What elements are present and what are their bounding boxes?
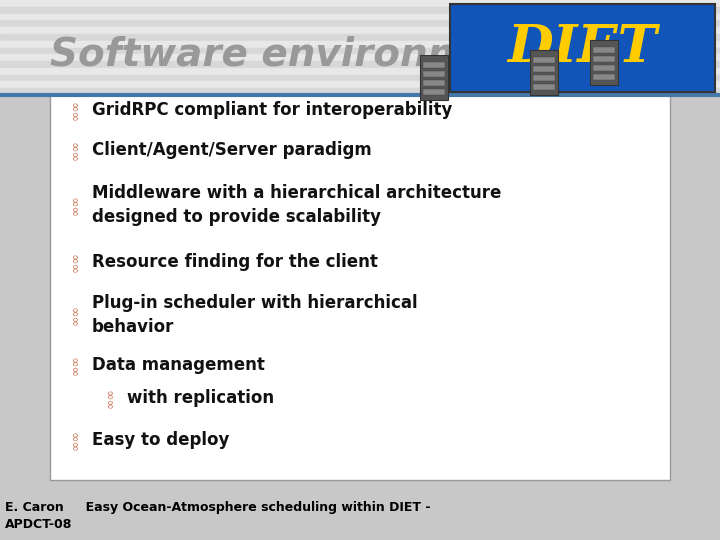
Bar (423, 71, 445, 77)
Bar (0, 34, 720, 40)
Text: ∞∞: ∞∞ (68, 305, 81, 326)
Text: Easy to deploy: Easy to deploy (92, 431, 230, 449)
Text: with replication: with replication (127, 389, 274, 407)
Bar (593, 56, 615, 62)
Bar (0, 88, 720, 95)
Text: ∞∞: ∞∞ (68, 355, 81, 375)
Bar (0, 75, 720, 82)
Text: Client/Agent/Server paradigm: Client/Agent/Server paradigm (92, 141, 372, 159)
Bar (593, 65, 615, 71)
Bar (420, 55, 448, 100)
Bar (533, 66, 555, 72)
Text: ∞∞: ∞∞ (68, 194, 81, 215)
Bar (423, 62, 445, 68)
Bar (590, 40, 618, 85)
Bar (0, 82, 720, 88)
Bar (423, 89, 445, 95)
Bar (50, 95, 670, 480)
Text: ∞∞: ∞∞ (103, 388, 116, 408)
Text: E. Caron     Easy Ocean-Atmosphere scheduling within DIET -: E. Caron Easy Ocean-Atmosphere schedulin… (5, 502, 431, 515)
Bar (533, 75, 555, 81)
Text: ∞∞: ∞∞ (68, 252, 81, 272)
Bar (0, 14, 720, 21)
Bar (450, 4, 715, 92)
Text: DIET: DIET (508, 23, 657, 73)
Text: ∞∞: ∞∞ (68, 430, 81, 450)
Bar (533, 57, 555, 63)
Bar (0, 61, 720, 68)
Bar (593, 47, 615, 53)
Text: ∞∞: ∞∞ (68, 140, 81, 160)
Text: APDCT-08: APDCT-08 (5, 517, 73, 530)
Bar (593, 74, 615, 80)
Text: Data management: Data management (92, 356, 265, 374)
Bar (0, 7, 720, 14)
Bar (0, 21, 720, 27)
Bar (0, 27, 720, 34)
Text: ∞∞: ∞∞ (68, 99, 81, 120)
Bar (533, 84, 555, 90)
Text: Resource finding for the client: Resource finding for the client (92, 253, 378, 271)
Bar (530, 50, 558, 95)
Bar (0, 68, 720, 75)
Text: Plug-in scheduler with hierarchical
behavior: Plug-in scheduler with hierarchical beha… (92, 294, 418, 336)
Text: Middleware with a hierarchical architecture
designed to provide scalability: Middleware with a hierarchical architect… (92, 184, 501, 226)
Bar (0, 48, 720, 55)
Bar (423, 80, 445, 86)
Text: Software environment: Software environment (50, 36, 541, 74)
Bar (0, 40, 720, 48)
Text: GridRPC compliant for interoperability: GridRPC compliant for interoperability (92, 101, 452, 119)
Bar (0, 0, 720, 7)
Bar (0, 55, 720, 61)
